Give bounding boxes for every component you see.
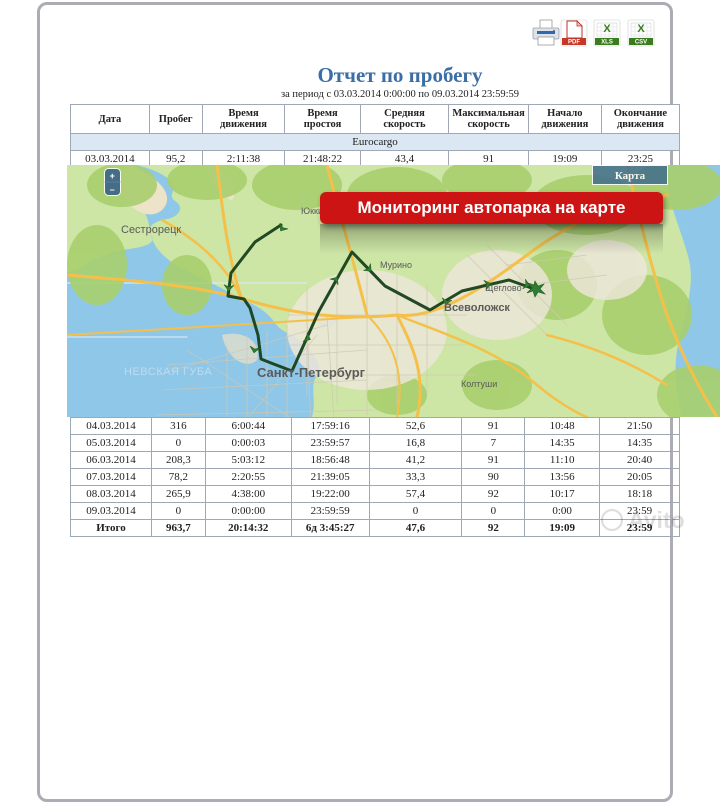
- svg-text:Всеволожск: Всеволожск: [444, 302, 510, 314]
- svg-text:CSV: CSV: [635, 40, 647, 46]
- svg-text:XLS: XLS: [601, 40, 613, 46]
- svg-text:Сестрорецк: Сестрорецк: [121, 224, 181, 236]
- svg-text:Мурино: Мурино: [380, 260, 412, 270]
- svg-text:PDF: PDF: [568, 40, 580, 46]
- svg-text:НЕВСКАЯ ГУБА: НЕВСКАЯ ГУБА: [124, 366, 212, 378]
- svg-text:+: +: [110, 171, 115, 181]
- svg-text:X: X: [637, 23, 645, 35]
- svg-text:Avito: Avito: [628, 507, 685, 533]
- svg-text:Санкт-Петербург: Санкт-Петербург: [257, 365, 366, 380]
- svg-text:X: X: [603, 23, 611, 35]
- svg-text:Щеглово: Щеглово: [485, 283, 522, 293]
- svg-text:Колтуши: Колтуши: [461, 379, 497, 389]
- svg-text:–: –: [110, 185, 115, 195]
